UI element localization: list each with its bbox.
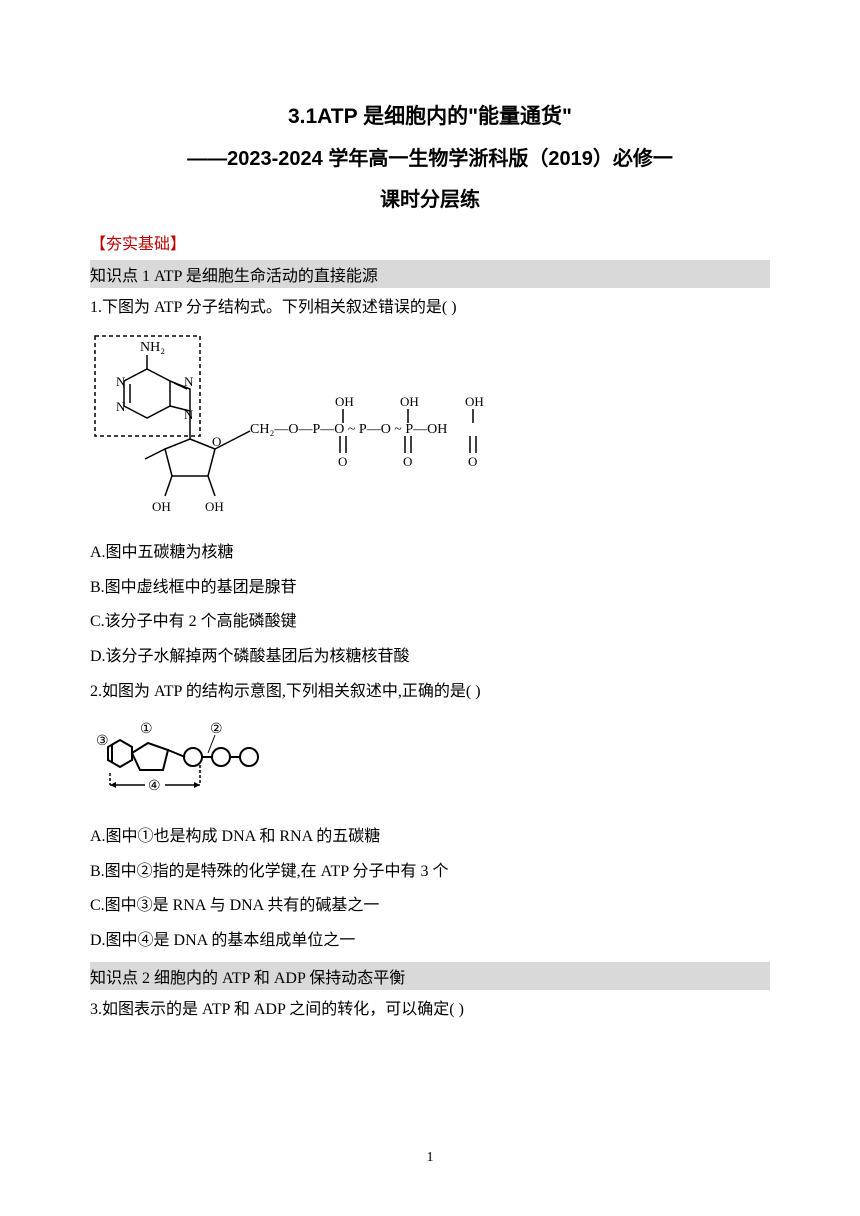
q2-option-d: D.图中④是 DNA 的基本组成单位之一 [90, 927, 770, 956]
svg-text:OH: OH [400, 394, 419, 409]
svg-text:O: O [338, 454, 347, 469]
svg-text:OH: OH [205, 499, 224, 514]
svg-text:N: N [184, 374, 194, 389]
svg-text:O: O [468, 454, 477, 469]
svg-text:O: O [403, 454, 412, 469]
q1-option-c: C.该分子中有 2 个高能磷酸键 [90, 608, 770, 637]
question-1: 1.下图为 ATP 分子结构式。下列相关叙述错误的是( ) [90, 294, 770, 323]
svg-text:N: N [184, 407, 194, 422]
section-header: 【夯实基础】 [90, 230, 770, 254]
q1-option-a: A.图中五碳糖为核糖 [90, 539, 770, 568]
svg-text:②: ② [210, 722, 223, 737]
page-number: 1 [427, 1150, 434, 1166]
atp-schematic-diagram: ③ ① ② ④ [90, 715, 770, 815]
question-2: 2.如图为 ATP 的结构示意图,下列相关叙述中,正确的是( ) [90, 678, 770, 707]
svg-text:④: ④ [148, 779, 161, 794]
svg-text:N: N [116, 399, 126, 414]
svg-text:OH: OH [465, 394, 484, 409]
q1-option-b: B.图中虚线框中的基团是腺苷 [90, 574, 770, 603]
q2-option-b: B.图中②指的是特殊的化学键,在 ATP 分子中有 3 个 [90, 858, 770, 887]
page-subtitle: ——2023-2024 学年高一生物学浙科版（2019）必修一 [90, 142, 770, 171]
svg-text:③: ③ [96, 734, 109, 749]
svg-text:OH: OH [335, 394, 354, 409]
svg-text:CH₂—O—P—O ~ P—O ~ P—OH: CH₂—O—P—O ~ P—O ~ P—OH [250, 422, 447, 437]
question-3: 3.如图表示的是 ATP 和 ADP 之间的转化，可以确定( ) [90, 996, 770, 1025]
atp-structure-diagram: NH₂ N N N N O OH OH CH₂—O—P—O ~ P—O ~ P—… [90, 331, 770, 531]
svg-text:①: ① [140, 722, 153, 737]
q2-option-c: C.图中③是 RNA 与 DNA 共有的碱基之一 [90, 892, 770, 921]
knowledge-point-2: 知识点 2 细胞内的 ATP 和 ADP 保持动态平衡 [90, 962, 770, 990]
page-title: 3.1ATP 是细胞内的"能量通货" [90, 100, 770, 130]
svg-text:OH: OH [152, 499, 171, 514]
svg-text:NH₂: NH₂ [140, 340, 165, 355]
q2-option-a: A.图中①也是构成 DNA 和 RNA 的五碳糖 [90, 823, 770, 852]
knowledge-point-1: 知识点 1 ATP 是细胞生命活动的直接能源 [90, 260, 770, 288]
svg-text:N: N [116, 374, 126, 389]
q1-option-d: D.该分子水解掉两个磷酸基团后为核糖核苷酸 [90, 643, 770, 672]
page-subtitle2: 课时分层练 [90, 183, 770, 212]
